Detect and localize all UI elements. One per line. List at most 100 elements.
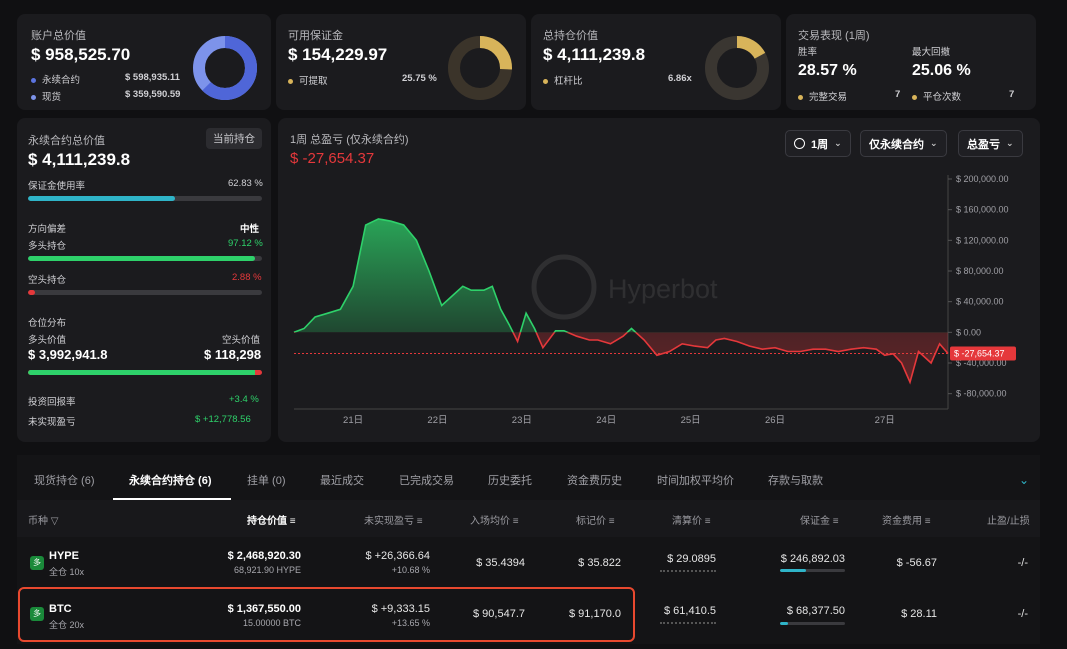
col-liq-price[interactable]: 清算价 ≡ — [672, 516, 711, 527]
row-upnl: $ +26,366.64 — [365, 550, 430, 562]
margin-ratio-fill — [780, 569, 806, 572]
row-size: 68,921.90 HYPE — [233, 565, 301, 575]
tab-7[interactable]: 时间加权平均价 — [657, 475, 734, 487]
perp-total-title: 永续合约总价值 — [28, 135, 105, 147]
y-tick-label: $ -80,000.00 — [956, 389, 1007, 399]
row-size: 15.00000 BTC — [242, 618, 301, 628]
table-header-row — [17, 500, 1040, 537]
metric-dropdown[interactable]: 总盈亏 ⌄ — [958, 130, 1023, 157]
bias-value: 中性 — [240, 224, 260, 235]
tab-2[interactable]: 挂单 (0) — [247, 475, 286, 487]
tab-1[interactable]: 永续合约持仓 (6) — [129, 475, 212, 487]
margin-usage-bar — [28, 196, 262, 201]
col-upnl[interactable]: 未实现盈亏 ≡ — [364, 516, 423, 527]
sort-icon[interactable]: ≡ — [704, 516, 711, 527]
leverage-value: 6.86x — [668, 73, 692, 84]
sort-icon[interactable]: ≡ — [289, 516, 296, 527]
available-margin-value: $ 154,229.97 — [288, 45, 388, 64]
account-value-card: 账户总价值 $ 958,525.70 永续合约 $ 598,935.11 现货 … — [17, 14, 271, 110]
tab-3[interactable]: 最近成交 — [320, 475, 364, 487]
row-liq-price: $ 61,410.5 — [664, 605, 716, 617]
collapse-chevron-icon[interactable]: ⌄ — [1019, 473, 1030, 487]
winrate-value: 28.57 % — [798, 62, 857, 79]
row-mark-price: $ 35.822 — [578, 557, 621, 569]
period-dropdown[interactable]: 1周 ⌄ — [785, 130, 851, 157]
y-tick-label: $ 0.00 — [956, 327, 981, 337]
chevron-down-icon: ⌄ — [1006, 138, 1014, 148]
margin-ratio-bar — [780, 622, 845, 625]
col-coin[interactable]: 币种 ▽ — [28, 516, 59, 527]
table-row[interactable] — [17, 537, 1040, 589]
row-tpsl[interactable]: -/- — [1017, 608, 1028, 620]
available-margin-card: 可用保证金 $ 154,229.97 可提取 25.75 % — [276, 14, 526, 110]
row-coin[interactable]: BTC — [49, 603, 72, 615]
sort-icon[interactable]: ≡ — [416, 516, 423, 527]
y-tick-label: $ 80,000.00 — [956, 266, 1004, 276]
y-tick-label: $ 200,000.00 — [956, 174, 1009, 184]
col-entry-price[interactable]: 入场均价 ≡ — [470, 516, 519, 527]
scope-dropdown[interactable]: 仅永续合约 ⌄ — [860, 130, 947, 157]
table-row[interactable] — [17, 589, 1040, 644]
active-tab-underline — [113, 498, 231, 500]
sort-icon[interactable]: ≡ — [512, 516, 519, 527]
total-position-card: 总持仓价值 $ 4,111,239.8 杠杆比 6.86x — [531, 14, 781, 110]
row-position-value: $ 1,367,550.00 — [227, 603, 301, 615]
pnl-positive-line — [293, 218, 637, 333]
x-tick-label: 24日 — [596, 415, 616, 426]
x-tick-label: 23日 — [512, 415, 532, 426]
tab-bar — [17, 455, 1040, 500]
sort-icon[interactable]: ≡ — [608, 516, 615, 527]
tab-4[interactable]: 已完成交易 — [399, 475, 454, 487]
row-mode: 全仓 20x — [49, 620, 85, 630]
perp-value: $ 598,935.11 — [125, 72, 180, 83]
short-bar — [28, 290, 262, 295]
col-funding[interactable]: 资金费用 ≡ — [882, 516, 931, 527]
upnl-label: 未实现盈亏 — [28, 417, 76, 428]
complete-trades-legend: 完整交易 — [798, 89, 847, 103]
tab-8[interactable]: 存款与取款 — [768, 475, 823, 487]
y-tick-label: $ 160,000.00 — [956, 205, 1009, 215]
position-donut-arc — [705, 36, 769, 100]
pnl-line-chart: Hyperbot $ 200,000.00 $ 160,000.00 $ 120,0… — [293, 174, 1016, 426]
x-tick-label: 26日 — [765, 415, 785, 426]
margin-ratio-fill — [780, 622, 788, 625]
col-mark-price[interactable]: 标记价 ≡ — [576, 516, 615, 527]
sort-icon[interactable]: ≡ — [924, 516, 931, 527]
current-position-badge[interactable]: 当前持仓 — [206, 128, 262, 149]
tab-6[interactable]: 资金费历史 — [567, 475, 622, 487]
margin-donut-chart — [448, 36, 512, 100]
long-badge: 多 — [30, 607, 44, 621]
row-entry-price: $ 35.4394 — [476, 557, 525, 569]
row-upnl: $ +9,333.15 — [371, 603, 430, 615]
long-label: 多头持仓 — [28, 241, 67, 252]
tab-5[interactable]: 历史委托 — [488, 475, 532, 487]
chart-title: 1周 总盈亏 (仅永续合约) — [290, 134, 409, 146]
row-upnl-pct: +13.65 % — [391, 618, 430, 628]
withdrawable-legend: 可提取 — [288, 73, 328, 87]
col-margin[interactable]: 保证金 ≡ — [800, 516, 839, 527]
perp-total-value: $ 4,111,239.8 — [28, 150, 131, 169]
filter-icon[interactable]: ▽ — [50, 516, 59, 527]
account-value: $ 958,525.70 — [31, 45, 131, 64]
col-position-value[interactable]: 持仓价值 ≡ — [247, 516, 296, 527]
spot-value: $ 359,590.59 — [125, 89, 181, 100]
withdrawable-value: 25.75 % — [402, 73, 437, 84]
long-fill — [28, 256, 256, 261]
margin-usage-value: 62.83 % — [228, 178, 263, 189]
liq-indicator — [660, 622, 716, 624]
liq-indicator — [660, 570, 716, 572]
hyperbot-watermark: Hyperbot — [531, 254, 718, 320]
long-bar — [28, 256, 262, 261]
row-margin: $ 246,892.03 — [780, 553, 845, 565]
tab-0[interactable]: 现货持仓 (6) — [34, 475, 95, 487]
perp-legend: 永续合约 — [31, 72, 80, 86]
row-tpsl[interactable]: -/- — [1017, 557, 1028, 569]
row-funding: $ -56.67 — [896, 557, 937, 569]
distribution-label: 仓位分布 — [28, 318, 67, 329]
sort-icon[interactable]: ≡ — [832, 516, 839, 527]
account-donut-perp-arc — [193, 36, 257, 100]
row-coin[interactable]: HYPE — [49, 550, 79, 562]
col-tpsl: 止盈/止损 — [987, 516, 1030, 527]
account-donut-chart — [193, 36, 257, 100]
chart-current-pnl: $ -27,654.37 — [290, 150, 375, 167]
